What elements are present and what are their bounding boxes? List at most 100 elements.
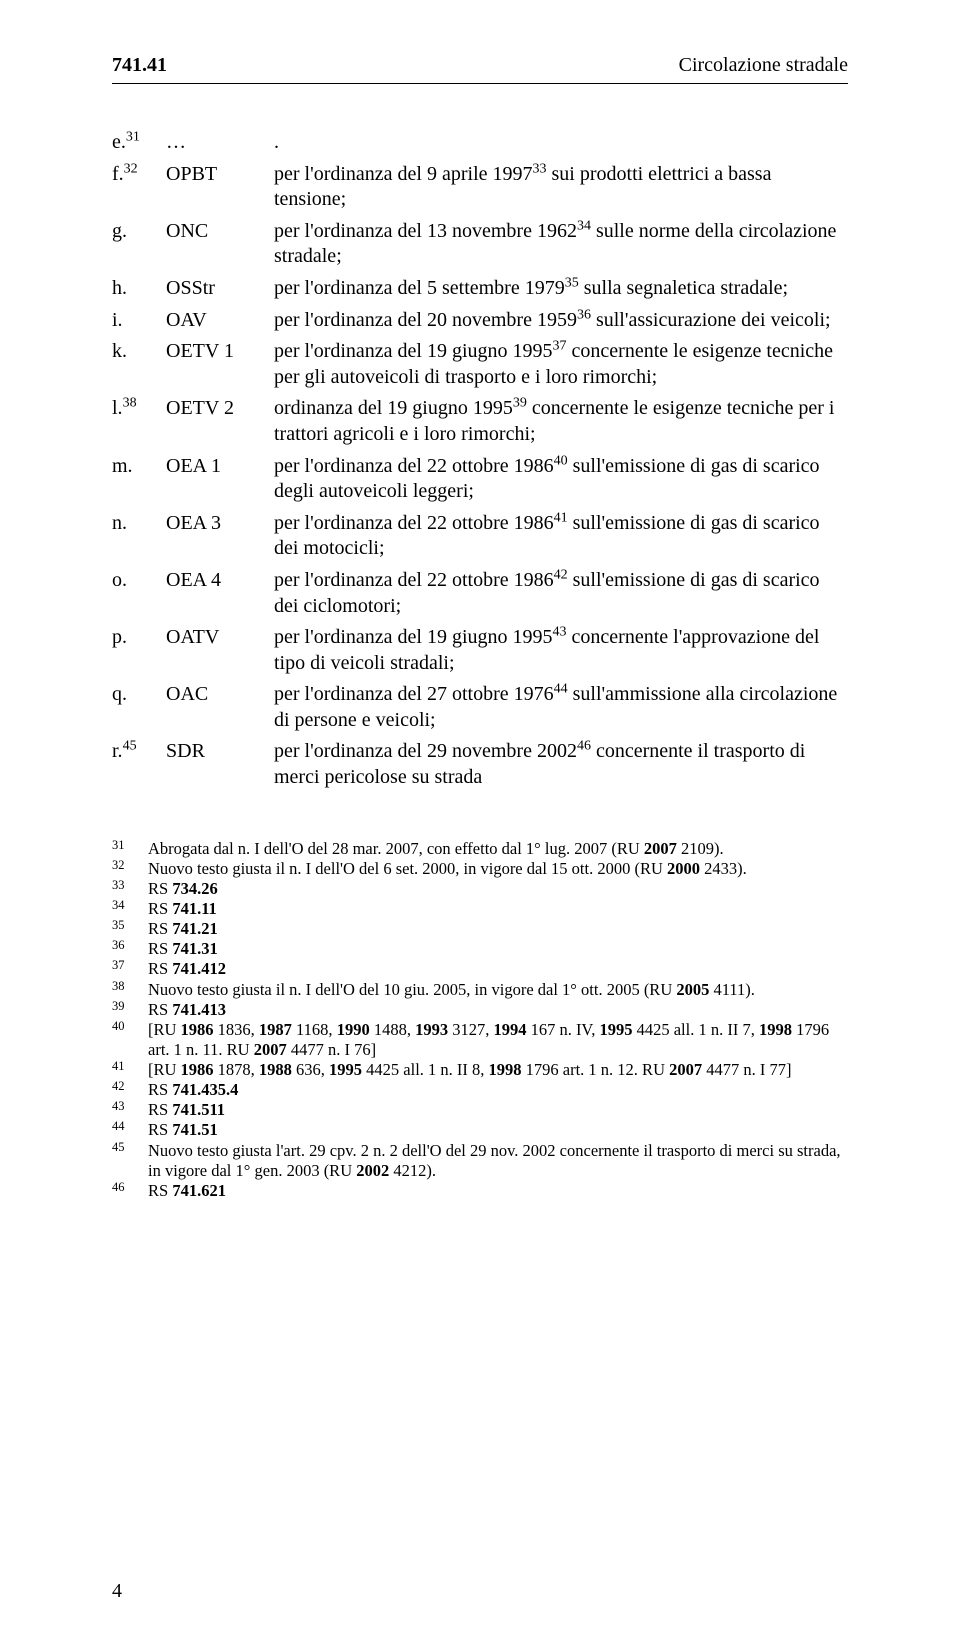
definition-row: k.OETV 1per l'ordinanza del 19 giugno 19…	[112, 339, 848, 390]
definition-marker: q.	[112, 682, 166, 733]
footnote-number: 39	[112, 999, 148, 1019]
footnote-row: 35RS 741.21	[112, 919, 848, 939]
footnotes: 31Abrogata dal n. I dell'O del 28 mar. 2…	[112, 839, 848, 1201]
definition-text: per l'ordinanza del 13 novembre 196234 s…	[274, 219, 848, 270]
definition-abbr: OEA 3	[166, 511, 274, 562]
footnote-number: 40	[112, 1019, 148, 1059]
page-header: 741.41 Circolazione stradale	[112, 54, 848, 77]
footnote-text: RS 741.413	[148, 1000, 848, 1020]
footnote-number: 37	[112, 958, 148, 978]
footnote-text: RS 734.26	[148, 879, 848, 899]
definition-marker: o.	[112, 568, 166, 619]
definition-abbr: OATV	[166, 625, 274, 676]
footnote-text: RS 741.31	[148, 939, 848, 959]
definition-row: f.32OPBTper l'ordinanza del 9 aprile 199…	[112, 162, 848, 213]
footnote-row: 40[RU 1986 1836, 1987 1168, 1990 1488, 1…	[112, 1020, 848, 1060]
definition-text: per l'ordinanza del 22 ottobre 198641 su…	[274, 511, 848, 562]
definition-row: p.OATVper l'ordinanza del 19 giugno 1995…	[112, 625, 848, 676]
footnote-row: 44RS 741.51	[112, 1120, 848, 1140]
definition-list: e.31…. f.32OPBTper l'ordinanza del 9 apri…	[112, 130, 848, 791]
footnote-text: RS 741.412	[148, 959, 848, 979]
footnote-text: RS 741.621	[148, 1181, 848, 1201]
definition-abbr: OEA 1	[166, 454, 274, 505]
footnote-text: [RU 1986 1878, 1988 636, 1995 4425 all. …	[148, 1060, 848, 1080]
definition-marker: l.38	[112, 396, 166, 447]
footnote-text: RS 741.51	[148, 1120, 848, 1140]
footnote-text: RS 741.11	[148, 899, 848, 919]
definition-marker: k.	[112, 339, 166, 390]
footnote-row: 34RS 741.11	[112, 899, 848, 919]
definition-row: q.OACper l'ordinanza del 27 ottobre 1976…	[112, 682, 848, 733]
definition-row: o.OEA 4per l'ordinanza del 22 ottobre 19…	[112, 568, 848, 619]
footnote-number: 34	[112, 898, 148, 918]
page: 741.41 Circolazione stradale e.31….f.32O…	[0, 0, 960, 1641]
header-title: Circolazione stradale	[679, 54, 848, 77]
definition-text: .	[274, 130, 848, 156]
footnote-row: 38Nuovo testo giusta il n. I dell'O del …	[112, 980, 848, 1000]
definition-text: per l'ordinanza del 20 novembre 195936 s…	[274, 308, 848, 334]
footnote-number: 31	[112, 838, 148, 858]
definition-abbr: OEA 4	[166, 568, 274, 619]
definition-text: per l'ordinanza del 5 settembre 197935 s…	[274, 276, 848, 302]
footnote-text: Abrogata dal n. I dell'O del 28 mar. 200…	[148, 839, 848, 859]
definition-text: per l'ordinanza del 29 novembre 200246 c…	[274, 739, 848, 790]
definition-marker: f.32	[112, 162, 166, 213]
footnote-row: 37RS 741.412	[112, 959, 848, 979]
footnote-row: 31Abrogata dal n. I dell'O del 28 mar. 2…	[112, 839, 848, 859]
footnote-number: 35	[112, 918, 148, 938]
definition-row: r.45SDRper l'ordinanza del 29 novembre 2…	[112, 739, 848, 790]
definition-row: e.31….	[112, 130, 848, 156]
definition-marker: p.	[112, 625, 166, 676]
footnote-row: 46RS 741.621	[112, 1181, 848, 1201]
definition-text: per l'ordinanza del 22 ottobre 198642 su…	[274, 568, 848, 619]
footnote-row: 32Nuovo testo giusta il n. I dell'O del …	[112, 859, 848, 879]
footnote-number: 43	[112, 1099, 148, 1119]
definition-marker: r.45	[112, 739, 166, 790]
definition-abbr: SDR	[166, 739, 274, 790]
definition-abbr: OAC	[166, 682, 274, 733]
footnote-text: RS 741.435.4	[148, 1080, 848, 1100]
footnote-row: 36RS 741.31	[112, 939, 848, 959]
definition-marker: n.	[112, 511, 166, 562]
footnote-text: Nuovo testo giusta il n. I dell'O del 10…	[148, 980, 848, 1000]
footnote-number: 32	[112, 858, 148, 878]
definition-marker: e.31	[112, 130, 166, 156]
definition-abbr: OPBT	[166, 162, 274, 213]
definition-text: ordinanza del 19 giugno 199539 concernen…	[274, 396, 848, 447]
definition-abbr: OETV 2	[166, 396, 274, 447]
footnote-row: 39RS 741.413	[112, 1000, 848, 1020]
definition-text: per l'ordinanza del 22 ottobre 198640 su…	[274, 454, 848, 505]
definition-row: n.OEA 3per l'ordinanza del 22 ottobre 19…	[112, 511, 848, 562]
footnote-number: 33	[112, 878, 148, 898]
footnote-number: 44	[112, 1119, 148, 1139]
footnote-number: 41	[112, 1059, 148, 1079]
page-number: 4	[112, 1580, 122, 1603]
footnote-number: 45	[112, 1140, 148, 1180]
footnote-row: 45Nuovo testo giusta l'art. 29 cpv. 2 n.…	[112, 1141, 848, 1181]
definition-row: i.OAVper l'ordinanza del 20 novembre 195…	[112, 308, 848, 334]
definition-marker: i.	[112, 308, 166, 334]
definition-row: g.ONCper l'ordinanza del 13 novembre 196…	[112, 219, 848, 270]
footnote-row: 33RS 734.26	[112, 879, 848, 899]
footnote-number: 38	[112, 979, 148, 999]
definition-row: m.OEA 1per l'ordinanza del 22 ottobre 19…	[112, 454, 848, 505]
footnote-number: 46	[112, 1180, 148, 1200]
footnote-row: 42RS 741.435.4	[112, 1080, 848, 1100]
footnote-text: RS 741.21	[148, 919, 848, 939]
definition-abbr: OETV 1	[166, 339, 274, 390]
definition-marker: g.	[112, 219, 166, 270]
definition-text: per l'ordinanza del 27 ottobre 197644 su…	[274, 682, 848, 733]
footnote-text: Nuovo testo giusta l'art. 29 cpv. 2 n. 2…	[148, 1141, 848, 1181]
footnote-text: RS 741.511	[148, 1100, 848, 1120]
footnote-row: 41[RU 1986 1878, 1988 636, 1995 4425 all…	[112, 1060, 848, 1080]
footnote-row: 43RS 741.511	[112, 1100, 848, 1120]
footnote-number: 42	[112, 1079, 148, 1099]
definition-row: l.38OETV 2ordinanza del 19 giugno 199539…	[112, 396, 848, 447]
footnote-text: Nuovo testo giusta il n. I dell'O del 6 …	[148, 859, 848, 879]
definition-abbr: OSStr	[166, 276, 274, 302]
definition-abbr: …	[166, 130, 274, 156]
definition-abbr: ONC	[166, 219, 274, 270]
definition-marker: h.	[112, 276, 166, 302]
header-code: 741.41	[112, 54, 167, 77]
definition-text: per l'ordinanza del 19 giugno 199543 con…	[274, 625, 848, 676]
